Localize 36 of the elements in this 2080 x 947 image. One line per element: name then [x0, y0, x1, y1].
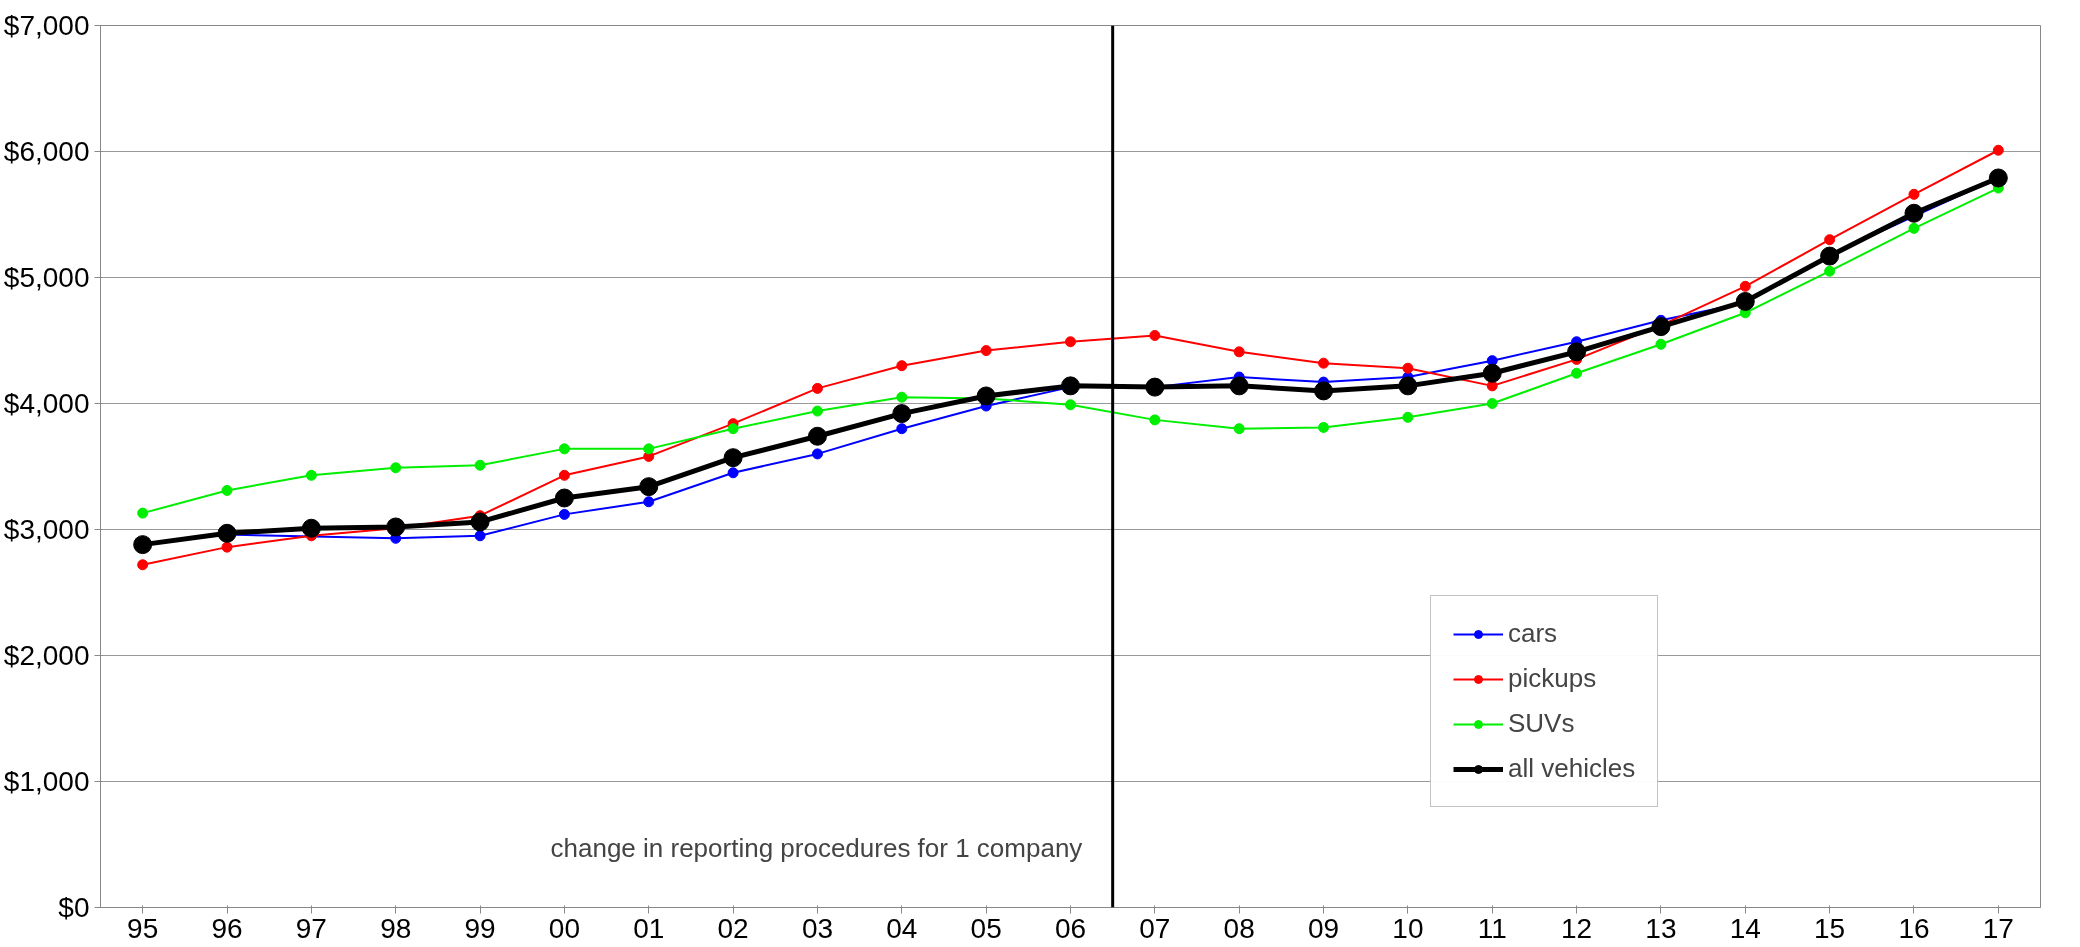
x-tick-label: 02	[717, 912, 749, 944]
y-tick-label: $5,000	[3, 262, 90, 293]
x-tick-label: 01	[633, 912, 665, 944]
y-tick-label: $3,000	[3, 514, 90, 545]
annotation: change in reporting procedures for 1 company	[550, 832, 1083, 863]
x-tick-label: 98	[380, 912, 412, 944]
x-tick-label: 97	[295, 912, 327, 944]
y-tick-label: $1,000	[3, 766, 90, 797]
x-tick-label: 14	[1729, 912, 1761, 944]
legend-label: pickups	[1508, 663, 1597, 694]
x-tick-label: 08	[1223, 912, 1255, 944]
legend-label: all vehicles	[1508, 753, 1636, 784]
x-tick-label: 15	[1814, 912, 1846, 944]
x-tick-label: 05	[970, 912, 1002, 944]
x-tick-label: 13	[1645, 912, 1677, 944]
x-tick-label: 09	[1307, 912, 1340, 944]
x-tick-label: 17	[1982, 912, 2014, 944]
x-tick-label: 96	[211, 912, 243, 944]
x-tick-label: 03	[801, 912, 834, 944]
x-tick-label: 10	[1392, 912, 1424, 944]
x-tick-label: 00	[548, 912, 580, 944]
x-tick-label: 16	[1898, 912, 1930, 944]
legend-label: cars	[1508, 618, 1558, 649]
x-tick-label: 95	[127, 912, 159, 944]
x-tick-label: 07	[1139, 912, 1171, 944]
y-tick-label: $6,000	[3, 136, 90, 167]
y-tick-label: $0	[58, 892, 90, 923]
y-tick-label: $2,000	[3, 640, 90, 671]
y-tick-label: $4,000	[3, 388, 90, 419]
x-tick-label: 12	[1561, 912, 1593, 944]
legend-label: SUVs	[1508, 708, 1575, 739]
y-tick-label: $7,000	[3, 10, 90, 41]
x-tick-label: 11	[1477, 912, 1507, 944]
x-tick-label: 99	[464, 912, 496, 944]
x-tick-label: 06	[1054, 912, 1087, 944]
x-tick-label: 04	[886, 912, 918, 944]
